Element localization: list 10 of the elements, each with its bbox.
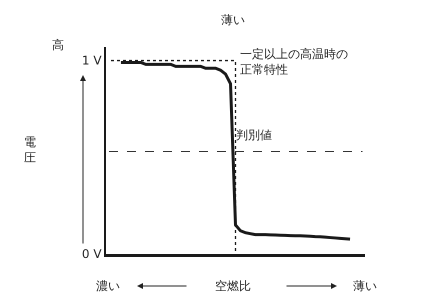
- y-axis-title: 電圧: [24, 135, 36, 165]
- x-axis-title: 空燃比: [215, 279, 251, 293]
- text: 高: [52, 38, 64, 52]
- text: 薄い: [221, 13, 245, 27]
- annotation: 一定以上の高温時の正常特性: [240, 47, 348, 77]
- y-tick-label: 1 V: [82, 54, 102, 68]
- y-tick-label: 0 V: [82, 247, 102, 262]
- text: 濃い: [96, 279, 120, 293]
- ref-line-label: 判別値: [236, 128, 272, 142]
- text: 薄い: [353, 279, 377, 293]
